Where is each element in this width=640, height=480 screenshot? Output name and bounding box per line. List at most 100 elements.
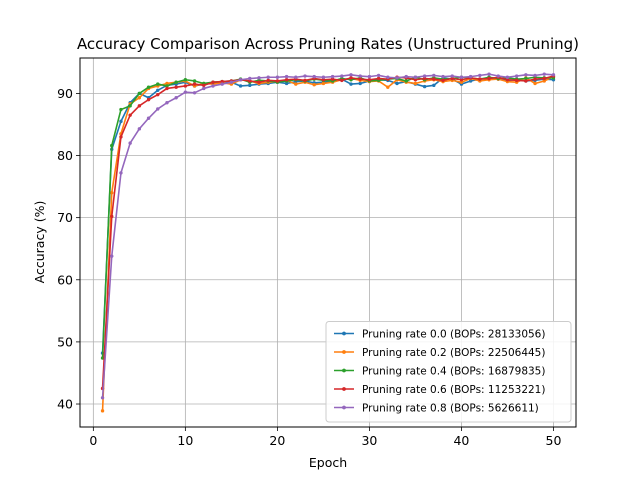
data-point [349, 82, 353, 86]
data-point [533, 77, 537, 81]
data-point [358, 74, 362, 78]
data-point [165, 86, 169, 91]
data-point [505, 75, 510, 79]
data-point [100, 409, 105, 413]
data-point [312, 74, 316, 79]
data-point [165, 84, 169, 88]
legend-label: Pruning rate 0.8 (BOPs: 5626611) [362, 403, 539, 415]
y-tick-label: 80 [57, 148, 73, 163]
data-point [330, 74, 335, 79]
data-point [119, 135, 123, 139]
legend-swatch-marker [342, 350, 346, 354]
data-point [174, 85, 178, 89]
data-point [146, 116, 151, 120]
data-point [386, 75, 390, 79]
data-point [330, 77, 335, 81]
data-point [367, 78, 372, 82]
data-point [110, 254, 114, 258]
legend-item-3: Pruning rate 0.6 (BOPs: 11253221) [334, 384, 545, 396]
data-point [413, 75, 418, 79]
data-point [284, 74, 289, 79]
data-point [266, 75, 270, 79]
data-point [294, 75, 298, 79]
data-point [192, 79, 197, 83]
data-point [441, 74, 445, 79]
data-point [110, 214, 114, 219]
data-point [146, 85, 151, 89]
data-point [110, 143, 114, 148]
data-point [266, 78, 270, 83]
data-point [321, 78, 326, 82]
data-point [220, 82, 224, 86]
axis-ticks: 0 10 20 30 40 50 40 50 60 70 80 90 [57, 86, 561, 448]
y-axis-label: Accuracy (%) [32, 201, 47, 284]
series-group [100, 72, 556, 413]
data-point [238, 78, 243, 82]
legend-label: Pruning rate 0.4 (BOPs: 16879835) [362, 366, 545, 378]
data-point [312, 83, 316, 87]
data-point [349, 76, 353, 80]
x-tick-label: 40 [453, 433, 469, 448]
legend-item-0: Pruning rate 0.0 (BOPs: 28133056) [334, 329, 545, 341]
data-point [395, 76, 399, 80]
data-point [156, 82, 160, 86]
legend-swatch-marker [342, 405, 346, 410]
data-point [137, 127, 142, 131]
data-point [137, 104, 142, 108]
data-point [100, 396, 105, 400]
data-point [156, 88, 160, 93]
data-point [450, 76, 454, 81]
data-point [432, 77, 436, 81]
data-point [257, 76, 261, 80]
data-point [496, 74, 500, 78]
data-point [257, 80, 261, 84]
data-point [358, 77, 362, 81]
data-point [468, 79, 473, 83]
data-point [137, 91, 142, 96]
data-point [202, 86, 206, 91]
data-point [487, 76, 491, 81]
data-point [174, 96, 178, 100]
data-point [128, 104, 132, 108]
data-point [514, 74, 519, 78]
y-tick-label: 90 [57, 86, 73, 101]
data-point [321, 75, 326, 79]
x-tick-label: 10 [177, 433, 193, 448]
data-point [505, 78, 510, 82]
data-point [422, 74, 427, 78]
data-point [441, 78, 445, 83]
data-point [459, 75, 464, 79]
data-point [248, 83, 252, 88]
data-point [422, 76, 427, 81]
data-point [376, 73, 381, 78]
data-point [110, 191, 114, 195]
data-point [303, 74, 307, 78]
legend-box [325, 321, 572, 423]
data-point [119, 119, 123, 124]
data-point [376, 76, 381, 81]
data-point [229, 80, 234, 84]
data-point [422, 84, 427, 89]
data-point [404, 79, 408, 83]
data-point [349, 73, 353, 77]
data-point [358, 81, 362, 86]
x-tick-label: 30 [361, 433, 377, 448]
data-point [468, 74, 473, 79]
data-point [156, 107, 160, 111]
data-point [211, 80, 215, 84]
data-point [367, 74, 372, 79]
data-point [413, 78, 418, 82]
data-point [340, 74, 344, 78]
x-tick-label: 50 [546, 433, 562, 448]
data-point [165, 101, 169, 105]
data-point [248, 76, 252, 81]
data-point [284, 78, 289, 82]
data-point [514, 78, 519, 83]
data-point [119, 171, 123, 175]
data-point [156, 92, 160, 97]
x-tick-label: 0 [89, 433, 97, 448]
data-point [321, 81, 326, 86]
data-point [284, 81, 289, 86]
data-point [524, 79, 528, 83]
data-point [137, 96, 142, 100]
